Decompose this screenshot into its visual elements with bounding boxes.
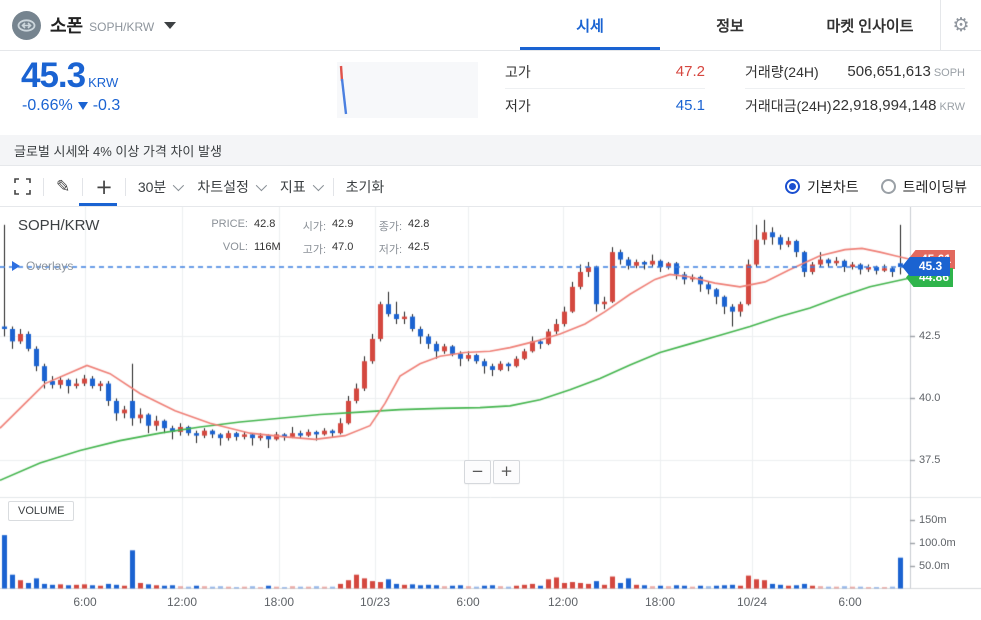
coin-pair: SOPH/KRW [89, 19, 155, 34]
time-axis-label: 18:00 [644, 595, 676, 609]
value24-value: 22,918,994,148 [832, 97, 937, 114]
chart-region: SOPH/KRW PRICE: 42.8 시가: 42.9 종가: 42.8 VOL:… [0, 207, 981, 620]
chart-toolbar: ✎ + 30분 차트설정 지표 초기화 기본차트 트레이딩뷰 [0, 167, 981, 207]
zoom-in-button[interactable]: + [493, 460, 520, 484]
price-gap-notice: 글로벌 시세와 4% 이상 가격 차이 발생 [0, 135, 981, 166]
high-label: 고가 [505, 63, 531, 80]
time-axis-label: 10/24 [736, 595, 768, 609]
overlays-toggle[interactable]: Overlays [12, 259, 73, 273]
time-axis-label: 10/23 [359, 595, 391, 609]
coin-dropdown-caret-icon[interactable] [164, 21, 177, 29]
value24-row: 거래대금(24H) 22,918,994,148 KRW [745, 89, 965, 122]
price-value: 45.3 [21, 56, 86, 95]
tradingview-radio[interactable]: 트레이딩뷰 [880, 177, 967, 197]
mini-sparkline [337, 62, 478, 118]
overlays-arrow-icon [12, 261, 20, 271]
tab-market-insight[interactable]: 마켓 인사이트 [826, 17, 914, 35]
header: 소폰 SOPH/KRW 시세 정보 마켓 인사이트 ⚙ [0, 0, 981, 51]
price-axis-label: 42.5 [919, 330, 941, 343]
reset-button[interactable]: 초기화 [345, 178, 385, 195]
toolbar-divider [332, 177, 334, 196]
fullscreen-button[interactable] [14, 167, 31, 207]
tab-price[interactable]: 시세 [520, 0, 660, 50]
draw-button[interactable]: ✎ [56, 167, 70, 207]
high-low-stats: 고가 47.2 저가 45.1 [505, 55, 705, 122]
zoom-out-button[interactable]: − [464, 460, 491, 484]
value24-label: 거래대금(24H) [745, 97, 832, 114]
toolbar-divider [43, 177, 44, 196]
header-tabs: 시세 정보 마켓 인사이트 [520, 0, 940, 50]
price-currency: KRW [88, 75, 119, 90]
chart-type-switch: 기본차트 트레이딩뷰 [785, 177, 967, 197]
low-row: 저가 45.1 [505, 89, 705, 122]
time-axis-label: 18:00 [263, 595, 295, 609]
time-axis-label: 6:00 [73, 595, 97, 609]
soph-logo-icon [12, 10, 41, 40]
low-value: 45.1 [675, 97, 705, 114]
zoom-controls: − + [464, 460, 520, 484]
volume24-value: 506,651,613 [847, 63, 931, 80]
tab-info[interactable]: 정보 [716, 17, 744, 35]
radio-selected-icon [785, 179, 801, 194]
price-axis-label: 40.0 [919, 392, 941, 405]
change-percent: -0.66% [22, 97, 73, 114]
coin-name: 소폰 [50, 16, 84, 36]
candle-info: PRICE: 42.8 시가: 42.9 종가: 42.8 VOL: 116M 고가: 4… [211, 218, 430, 256]
time-axis-label: 6:00 [456, 595, 480, 609]
plus-icon: + [95, 174, 113, 199]
radio-unselected-icon [880, 179, 896, 194]
interval-dropdown[interactable]: 30분 [138, 167, 185, 207]
low-label: 저가 [505, 97, 531, 114]
high-value: 47.2 [675, 63, 705, 80]
chevron-down-icon [173, 179, 185, 191]
change-absolute: -0.3 [92, 97, 121, 114]
current-price: 45.3 KRW [21, 56, 118, 96]
volume-axis-label: 150m [919, 513, 947, 526]
price-change: -0.66% -0.3 [22, 97, 120, 115]
price-axis-label: 37.5 [919, 454, 941, 467]
gear-icon[interactable]: ⚙ [952, 14, 970, 36]
toolbar-divider [124, 177, 126, 196]
coin-selector[interactable]: 소폰 SOPH/KRW [0, 0, 520, 50]
volume24-unit: SOPH [933, 67, 965, 79]
chevron-down-icon [312, 179, 324, 191]
volume24-label: 거래량(24H) [745, 63, 819, 80]
current-price-badge: 45.3 [902, 257, 950, 276]
basic-chart-radio[interactable]: 기본차트 [785, 177, 859, 197]
down-triangle-icon [77, 102, 88, 110]
indicator-dropdown[interactable]: 지표 [280, 167, 324, 207]
settings-cell: ⚙ [940, 0, 981, 50]
time-axis-label: 12:00 [166, 595, 198, 609]
ticker-section: 45.3 KRW -0.66% -0.3 고가 47.2 저가 45.1 [0, 50, 981, 135]
volume-stats: 거래량(24H) 506,651,613 SOPH 거래대금(24H) 22,91… [745, 55, 965, 122]
time-axis-label: 12:00 [547, 595, 579, 609]
pencil-icon: ✎ [56, 176, 71, 197]
price-chart-canvas[interactable] [0, 207, 981, 590]
high-row: 고가 47.2 [505, 55, 705, 89]
volume-panel-label: VOLUME [8, 501, 75, 521]
active-tool-underline [79, 203, 117, 206]
volume-axis-label: 50.0m [919, 559, 950, 572]
volume24-row: 거래량(24H) 506,651,613 SOPH [745, 55, 965, 89]
value24-unit: KRW [939, 101, 965, 113]
chart-symbol-label: SOPH/KRW [18, 217, 100, 234]
chevron-down-icon [255, 179, 267, 191]
toolbar-divider [82, 177, 84, 196]
volume-axis-label: 100.0m [919, 536, 956, 549]
add-chart-button[interactable]: + [95, 167, 113, 207]
time-axis-label: 6:00 [838, 595, 862, 609]
chart-settings-dropdown[interactable]: 차트설정 [197, 167, 267, 207]
